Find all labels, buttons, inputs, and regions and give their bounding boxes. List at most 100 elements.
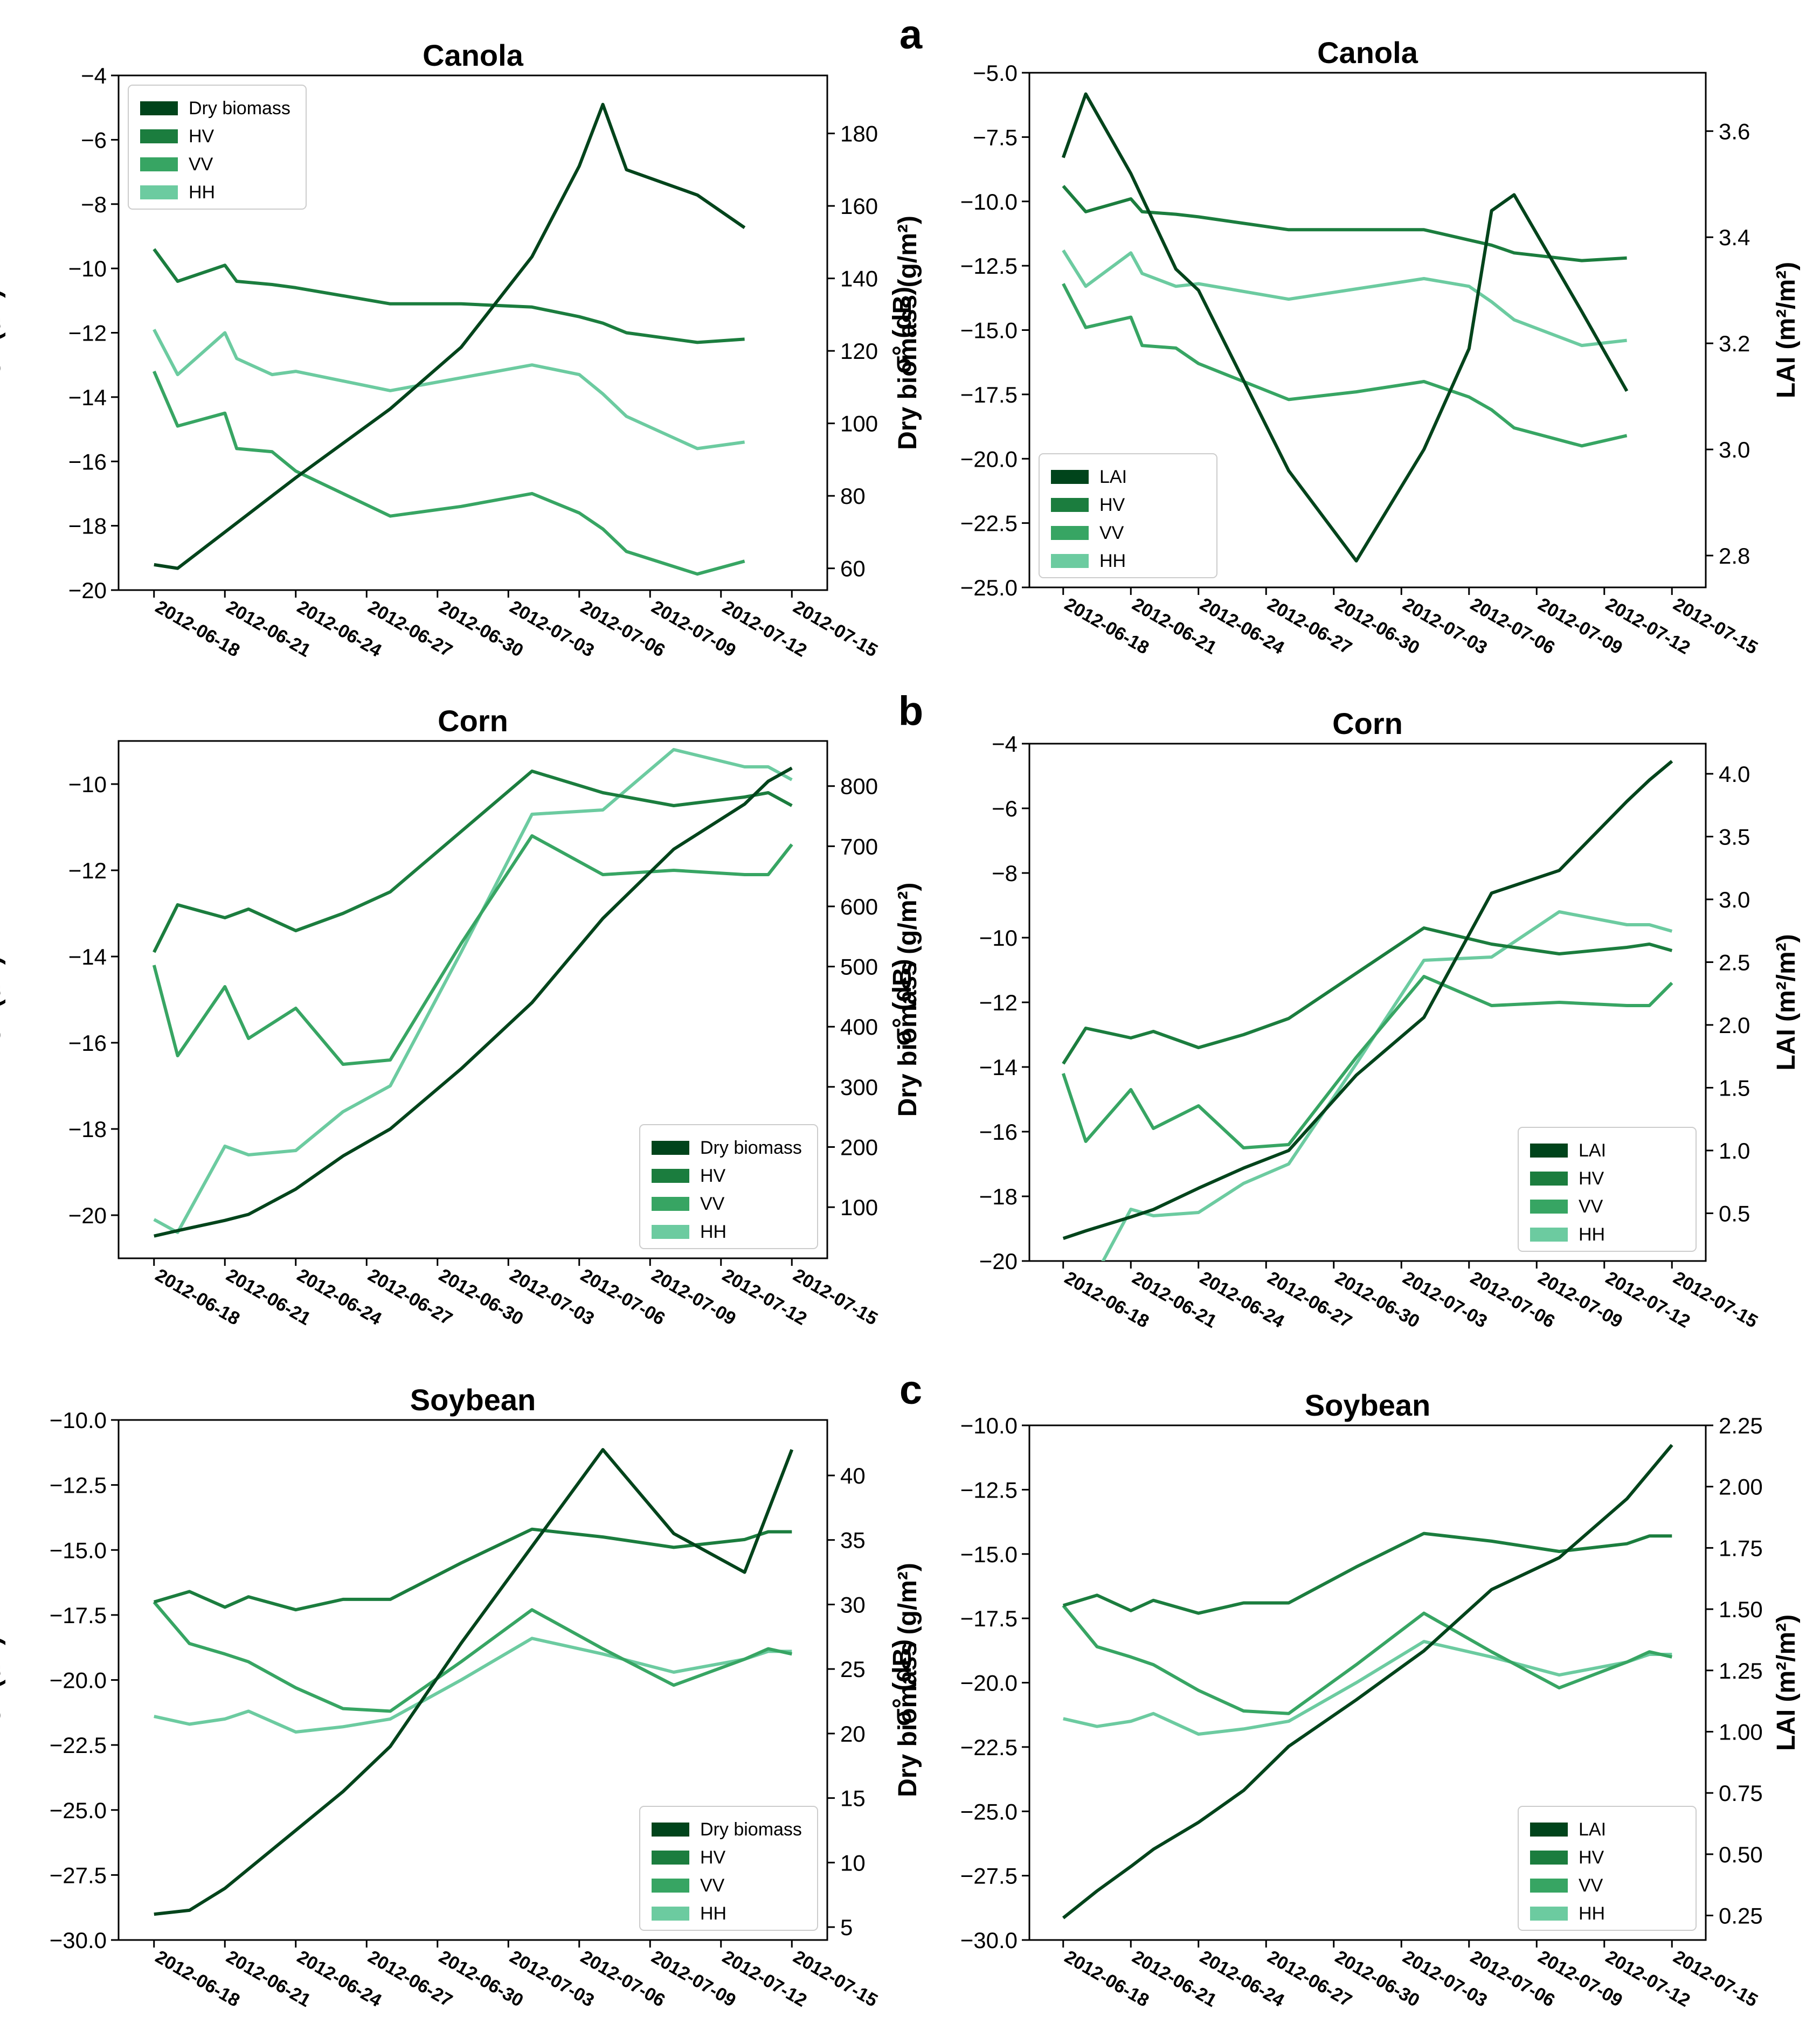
y2-tick-label: 180: [840, 121, 878, 147]
series-line-hv: [153, 248, 745, 344]
legend-swatch: [1530, 1851, 1568, 1865]
y2-tick-label: 35: [840, 1528, 866, 1553]
legend-swatch: [652, 1169, 689, 1183]
y-tick-label: −12.5: [960, 1477, 1018, 1502]
y-tick-label: −20: [979, 1249, 1018, 1274]
y2-tick-label: 3.5: [1719, 824, 1750, 849]
y-tick-label: −17.5: [50, 1603, 107, 1628]
legend-label: HV: [700, 1166, 726, 1186]
y-axis-label: σ° (dB): [0, 1637, 6, 1723]
y-axis-label: σ° (dB): [0, 956, 6, 1043]
y-tick-label: −16: [979, 1119, 1018, 1145]
y-tick-label: −20: [68, 578, 107, 603]
legend-label: HV: [1579, 1168, 1604, 1189]
series-line-vv: [1061, 975, 1673, 1149]
legend-swatch: [140, 129, 178, 143]
series-line-vv: [153, 370, 745, 576]
y2-tick-label: 0.5: [1719, 1201, 1750, 1226]
y-tick-label: −16: [68, 449, 107, 474]
legend-swatch: [652, 1851, 689, 1865]
series-line-hv: [1062, 926, 1673, 1065]
y2-tick-label: 3.4: [1719, 225, 1750, 250]
legend-swatch: [1530, 1879, 1568, 1893]
legend-swatch: [1530, 1144, 1568, 1158]
charts-layer: Canola −20 −18 −16 −14 −12 −10 −8 −6 −4 60 80 100 120…: [0, 36, 1801, 2011]
series-line-dry-biomass: [154, 1448, 794, 1916]
series-line-vv: [152, 834, 793, 1066]
series-line-dry-biomass: [154, 102, 746, 570]
y2-tick-label: 0.25: [1719, 1903, 1763, 1929]
y2-tick-label: 800: [840, 774, 878, 799]
y-tick-label: −6: [992, 796, 1018, 821]
y-tick-label: −14: [68, 944, 107, 969]
y2-tick-label: 30: [840, 1592, 866, 1617]
y2-tick-label: 2.25: [1719, 1413, 1763, 1438]
legend-swatch: [652, 1141, 689, 1155]
y2-tick-label: 140: [840, 266, 878, 292]
legend: LAI HV VV HH: [1518, 1127, 1697, 1252]
y-tick-label: −12: [68, 321, 107, 346]
legend-frame: [639, 1806, 818, 1931]
chart-panel-5: Soybean −30.0 −27.5 −25.0 −22.5 −20.0 −17.5 −15…: [0, 1383, 922, 2011]
y2-tick-label: 400: [840, 1014, 878, 1040]
y2-tick-label: 600: [840, 894, 878, 919]
y-tick-label: −25.0: [960, 1799, 1018, 1824]
legend-label: HV: [1099, 495, 1125, 515]
series-line-vv: [1062, 283, 1628, 448]
y-axis-label: σ° (dB): [0, 289, 6, 376]
legend-label: VV: [1099, 523, 1124, 543]
y-tick-label: −10: [979, 925, 1018, 951]
y2-tick-label: 1.25: [1719, 1658, 1763, 1683]
y-tick-label: −14: [68, 385, 107, 410]
y2-tick-label: 10: [840, 1850, 866, 1875]
legend-label: VV: [1579, 1196, 1603, 1217]
legend: Dry biomass HV VV HH: [128, 85, 307, 210]
y2-tick-label: 300: [840, 1075, 878, 1100]
chart-title: Soybean: [410, 1383, 536, 1417]
y-tick-label: −20.0: [960, 1671, 1018, 1696]
legend-label: HH: [1579, 1224, 1605, 1245]
y-tick-label: −8: [992, 861, 1018, 886]
panel-letter-b: b: [898, 688, 923, 734]
y-tick-label: −20.0: [960, 446, 1018, 472]
legend-swatch: [140, 101, 178, 115]
legend-swatch: [652, 1197, 689, 1211]
y2-tick-label: 1.75: [1719, 1535, 1763, 1561]
chart-panel-4: Corn −20 −18 −16 −14 −12 −10 −8 −6 −4 0.5 1.0 1.5 2.0…: [888, 706, 1801, 1332]
legend: LAI HV VV HH: [1039, 453, 1217, 578]
y2-axis-label: LAI (m²/m²): [1772, 934, 1801, 1070]
y-tick-label: −10.0: [960, 1413, 1018, 1438]
series-line-hv: [1062, 185, 1627, 262]
legend-swatch: [1530, 1172, 1568, 1186]
legend-label: VV: [700, 1875, 725, 1896]
legend-swatch: [1530, 1200, 1568, 1214]
legend-swatch: [1530, 1907, 1568, 1921]
y-axis-label: σ° (dB): [888, 1639, 917, 1726]
series-line-vv: [153, 1600, 792, 1713]
series-line-vv: [1062, 1604, 1672, 1715]
legend-label: HV: [1579, 1847, 1604, 1868]
y2-axis-label: Dry biomass (g/m²): [894, 216, 922, 450]
y-tick-label: −18: [68, 514, 107, 539]
series-line-lai: [1062, 1444, 1673, 1920]
y2-tick-label: 4.0: [1719, 761, 1750, 787]
y-tick-label: −18: [68, 1117, 107, 1142]
y2-tick-label: 80: [840, 483, 866, 509]
legend-label: HH: [1099, 551, 1126, 571]
series-line-dry-biomass: [154, 766, 793, 1238]
chart-panel-3: Corn −20 −18 −16 −14 −12 −10 100 200 300 400 500 600…: [0, 704, 922, 1329]
legend-swatch: [140, 157, 178, 171]
legend-frame: [128, 85, 307, 210]
y2-tick-label: 3.0: [1719, 887, 1750, 912]
y-tick-label: −17.5: [960, 1606, 1018, 1631]
series-line-hh: [154, 1637, 792, 1734]
y2-tick-label: 2.5: [1719, 950, 1750, 975]
series-line-hh: [153, 329, 745, 451]
legend-swatch: [652, 1225, 689, 1239]
legend-label: Dry biomass: [700, 1138, 802, 1158]
y2-tick-label: 5: [840, 1915, 853, 1940]
y-tick-label: −7.5: [973, 124, 1018, 150]
legend-label: LAI: [1579, 1819, 1606, 1840]
y2-tick-label: 3.0: [1719, 437, 1750, 462]
